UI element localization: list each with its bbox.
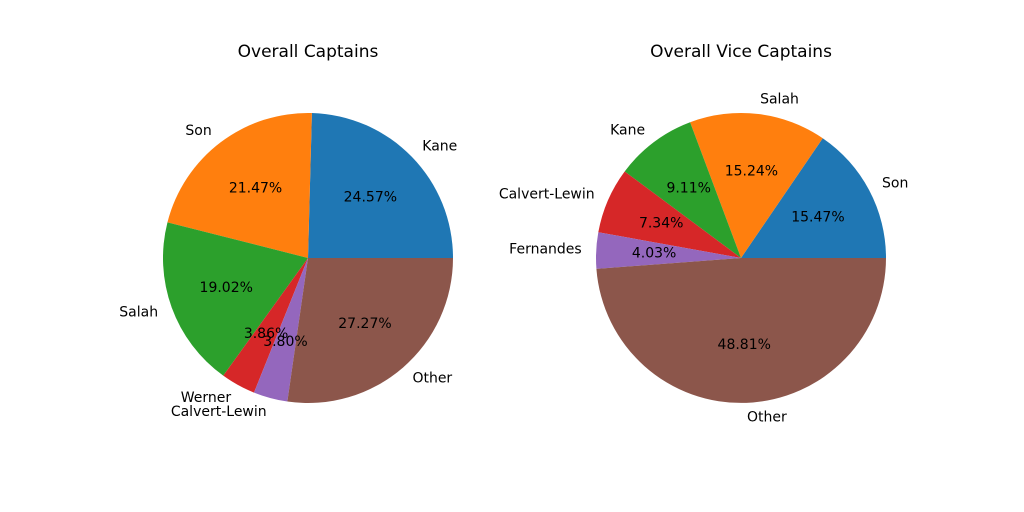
captains-pct-son: 21.47% bbox=[229, 181, 282, 197]
vice-captains-pct-fernandes: 4.03% bbox=[632, 245, 676, 261]
vice-captains-label-son: Son bbox=[882, 176, 908, 192]
vice-captains-pie-chart: Overall Vice Captains Son 15.47% Salah 15.2… bbox=[499, 42, 909, 425]
vice-captains-chart-title: Overall Vice Captains bbox=[650, 42, 832, 62]
captains-label-other: Other bbox=[412, 371, 452, 387]
captains-slice-other bbox=[287, 258, 453, 403]
captains-slice-salah bbox=[162, 222, 308, 376]
captains-label-son: Son bbox=[185, 123, 211, 139]
captains-pct-other: 27.27% bbox=[338, 316, 391, 332]
captains-label-salah: Salah bbox=[119, 305, 158, 321]
captains-slice-kane bbox=[308, 113, 453, 258]
vice-captains-slices bbox=[596, 112, 886, 403]
vice-captains-slice-other bbox=[596, 258, 886, 403]
vice-captains-slice-calvert-lewin bbox=[598, 171, 741, 258]
vice-captains-pct-calvert-lewin: 7.34% bbox=[639, 215, 683, 231]
captains-pct-salah: 19.02% bbox=[200, 280, 253, 296]
captains-slice-calvert-lewin bbox=[254, 258, 308, 402]
vice-captains-label-kane: Kane bbox=[610, 123, 645, 139]
vice-captains-pct-son: 15.47% bbox=[791, 209, 844, 225]
captains-pie-chart: Overall Captains Kane 24.57% Son 21.47% Sala… bbox=[119, 42, 457, 420]
vice-captains-label-salah: Salah bbox=[760, 92, 799, 108]
vice-captains-pct-kane: 9.11% bbox=[666, 180, 710, 196]
captains-slice-werner bbox=[223, 258, 308, 393]
vice-captains-slice-salah bbox=[690, 112, 823, 258]
captains-pct-calvert-lewin: 3.80% bbox=[263, 334, 307, 350]
vice-captains-labels: Son 15.47% Salah 15.24% Kane 9.11% Calvert-Lew… bbox=[499, 92, 909, 426]
vice-captains-label-other: Other bbox=[747, 409, 787, 425]
vice-captains-label-fernandes: Fernandes bbox=[509, 242, 582, 258]
vice-captains-slice-kane bbox=[624, 122, 741, 258]
captains-pct-werner: 3.86% bbox=[244, 326, 288, 342]
vice-captains-slice-son bbox=[741, 138, 886, 258]
captains-label-calvert-lewin: Calvert-Lewin bbox=[171, 404, 267, 420]
captains-pct-kane: 24.57% bbox=[344, 189, 397, 205]
vice-captains-pct-other: 48.81% bbox=[718, 337, 771, 353]
vice-captains-slice-fernandes bbox=[596, 232, 741, 269]
vice-captains-label-calvert-lewin: Calvert-Lewin bbox=[499, 187, 595, 203]
captains-label-kane: Kane bbox=[422, 139, 457, 155]
captains-slices bbox=[162, 112, 453, 403]
captains-slice-son bbox=[167, 112, 312, 258]
captains-chart-title: Overall Captains bbox=[238, 42, 379, 62]
captains-labels: Kane 24.57% Son 21.47% Salah 19.02% Werner 3.86… bbox=[119, 123, 457, 420]
captains-label-werner: Werner bbox=[181, 390, 232, 406]
vice-captains-pct-salah: 15.24% bbox=[725, 164, 778, 180]
